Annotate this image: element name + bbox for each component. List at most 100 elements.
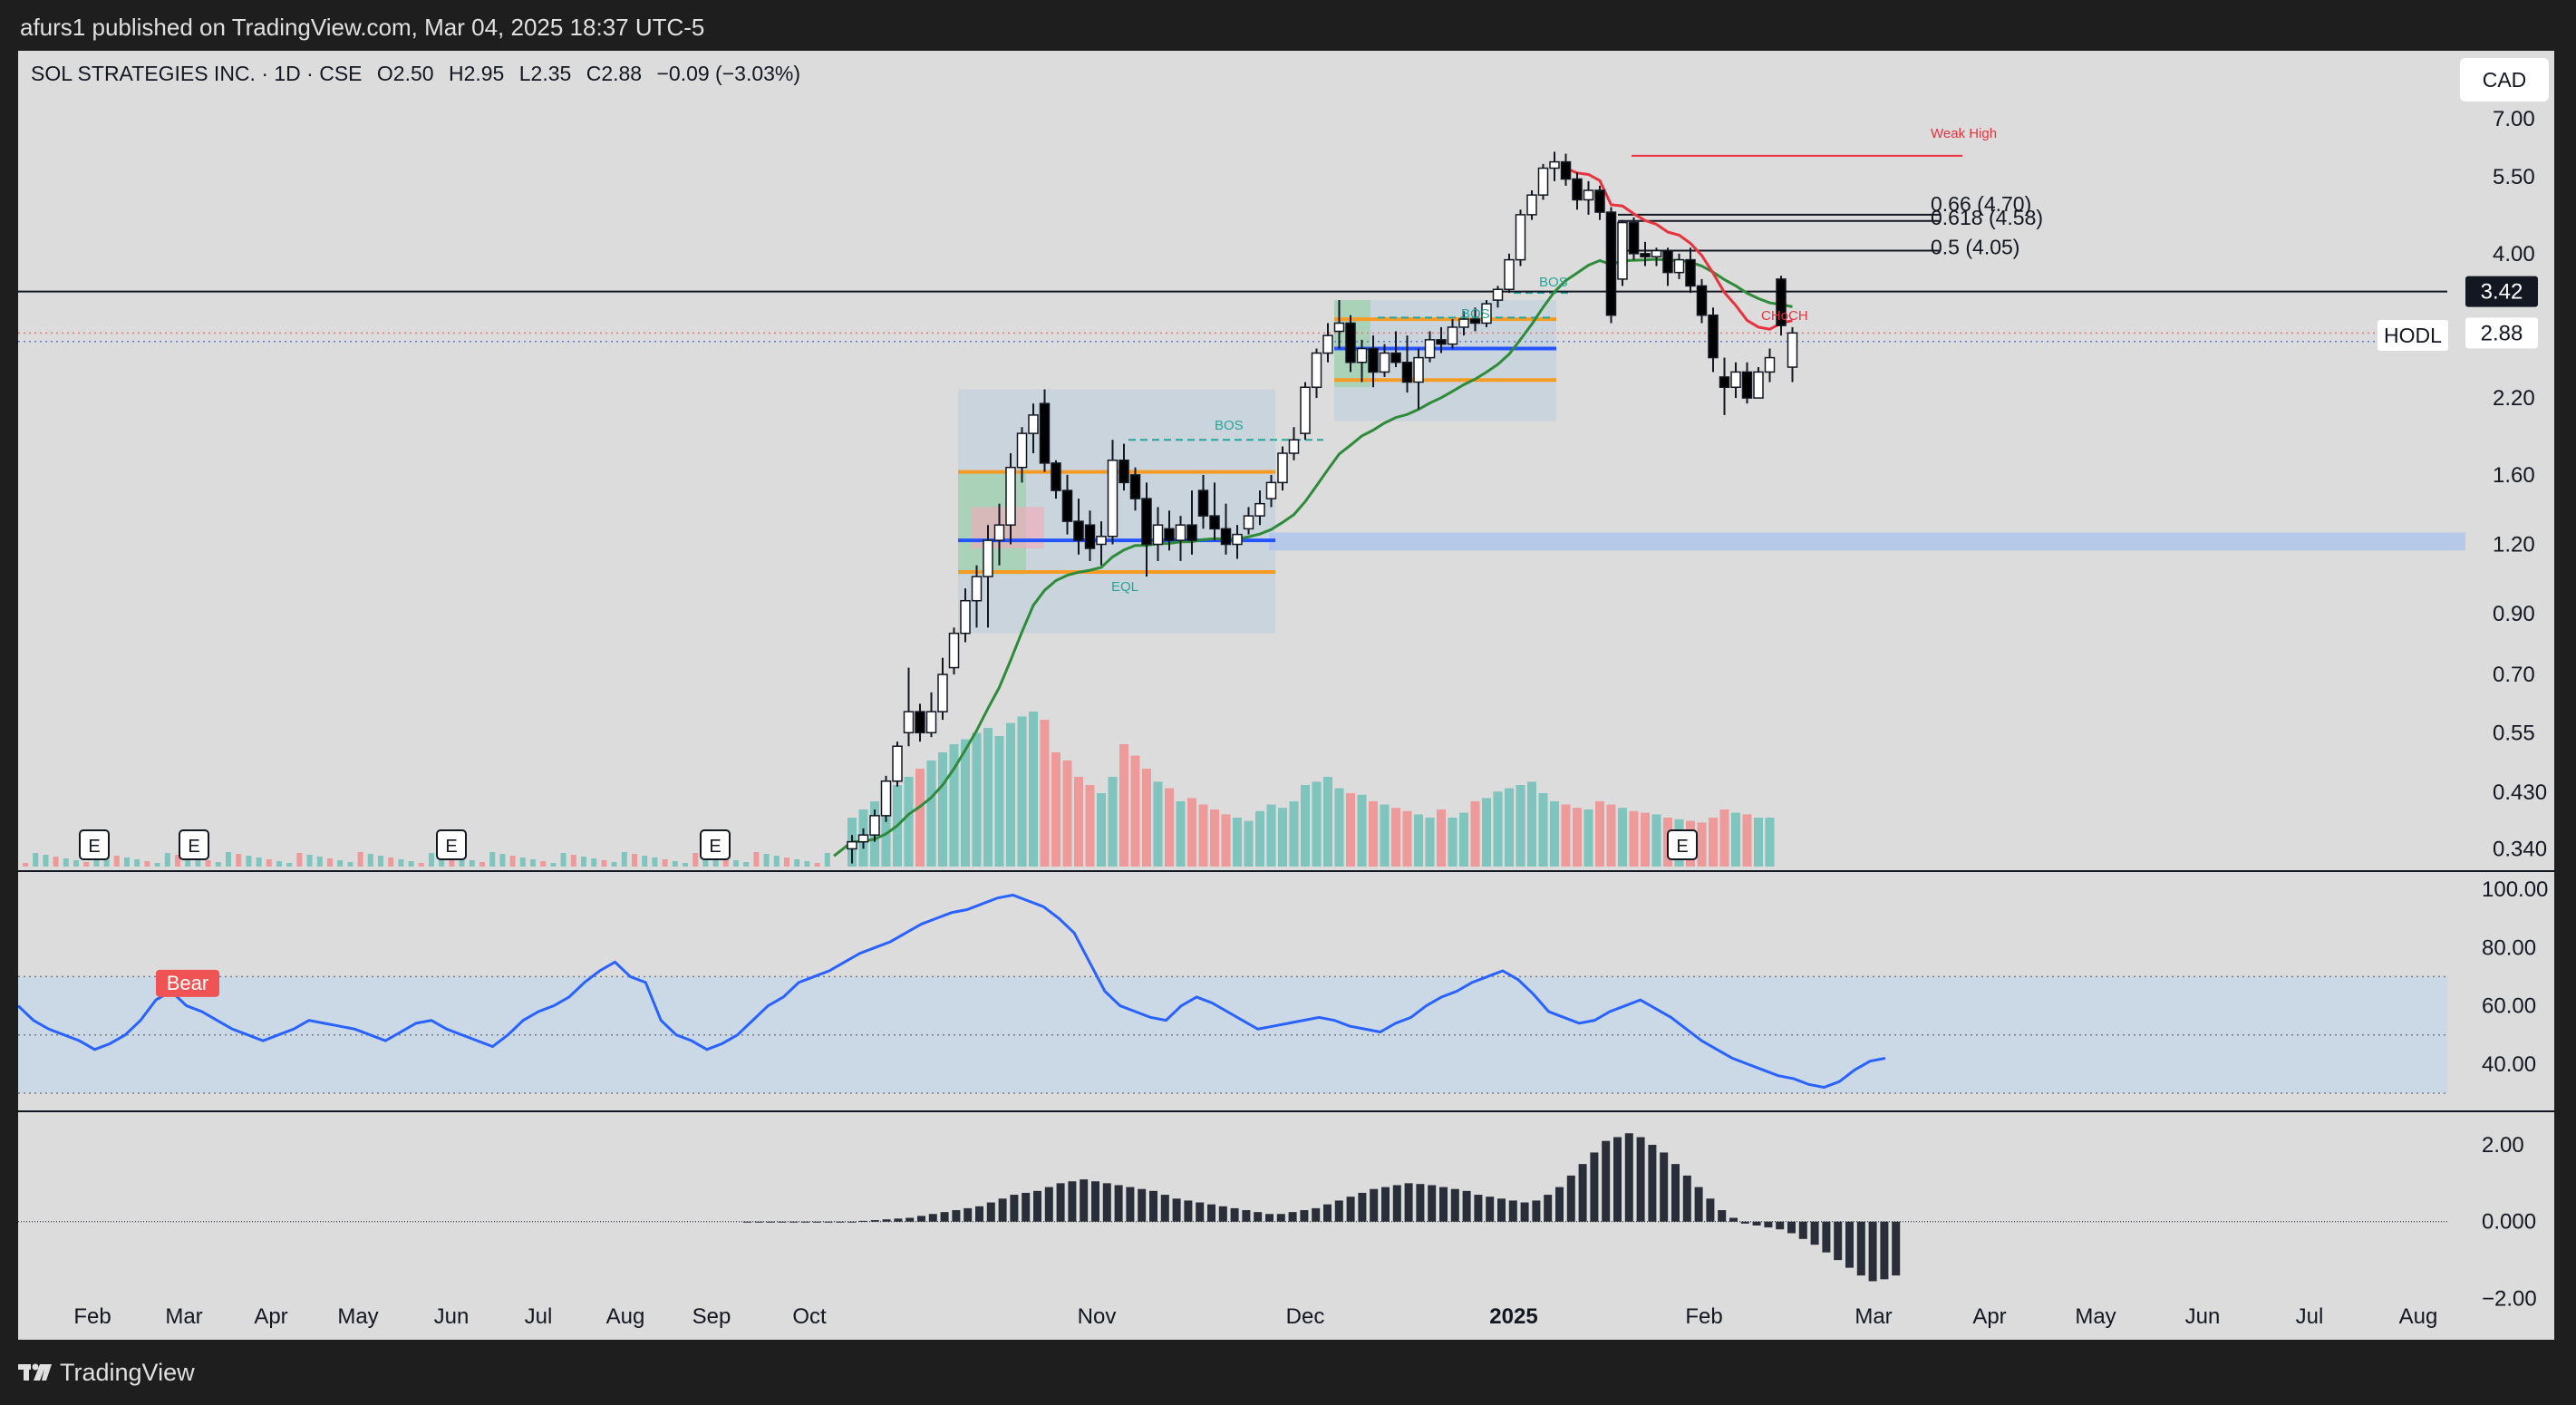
volume-bar xyxy=(185,857,191,867)
volume-bar xyxy=(824,853,830,867)
time-axis-label: Nov xyxy=(1078,1304,1117,1329)
candle-body xyxy=(1005,466,1016,526)
volume-bar xyxy=(733,860,739,867)
histogram-bar xyxy=(1566,1175,1575,1222)
time-axis-label: Aug xyxy=(2399,1304,2438,1329)
tradingview-logo-icon xyxy=(18,1363,52,1381)
candle-body xyxy=(1673,258,1685,274)
price-axis-label: 1.60 xyxy=(2493,463,2535,488)
volume-bar xyxy=(1709,818,1718,867)
bos-label: BOS xyxy=(1461,306,1490,322)
candle-body xyxy=(1708,314,1719,359)
volume-bar xyxy=(972,732,982,867)
volume-bar xyxy=(1459,812,1468,867)
histogram-bar xyxy=(1787,1221,1796,1234)
price-axis-label: 1.20 xyxy=(2493,533,2535,557)
volume-bar xyxy=(642,856,648,867)
volume-bar xyxy=(388,858,394,867)
histogram-bar xyxy=(1544,1195,1553,1222)
histogram-bar xyxy=(1149,1190,1157,1222)
time-axis-label: Mar xyxy=(1855,1304,1892,1329)
candle-body xyxy=(1617,221,1628,280)
candle-body xyxy=(1096,536,1107,546)
volume-bar xyxy=(581,857,586,867)
volume-bar xyxy=(226,852,231,867)
chart-frame[interactable]: 0.66 (4.70) 0.618 (4.58) 0.5 (4.05) Weak Hi… xyxy=(18,51,2554,1340)
candle-body xyxy=(1776,278,1787,326)
bear-signal-label: Bear xyxy=(167,972,208,994)
volume-bar xyxy=(63,858,69,867)
footer-brand-text: TradingView xyxy=(60,1359,195,1386)
time-axis-label: Jun xyxy=(434,1304,470,1329)
candle-body xyxy=(1265,481,1277,499)
histogram-bar xyxy=(1613,1137,1622,1222)
histogram-bar xyxy=(1358,1192,1367,1222)
volume-bar xyxy=(1516,785,1525,867)
volume-bar xyxy=(347,862,353,867)
histogram-bar xyxy=(1462,1190,1471,1222)
histogram-bar xyxy=(1044,1187,1053,1222)
volume-bar xyxy=(276,861,282,867)
volume-bar xyxy=(1323,777,1332,867)
histogram-bar xyxy=(952,1210,961,1222)
histogram-bar xyxy=(894,1218,903,1222)
candle-body xyxy=(1605,211,1617,316)
volume-bar xyxy=(367,854,373,867)
histogram-bar xyxy=(1381,1187,1390,1222)
volume-bar xyxy=(1074,777,1083,867)
candle-body xyxy=(1051,462,1061,491)
histogram-bar xyxy=(1648,1144,1657,1222)
volume-bar xyxy=(1301,785,1310,867)
histogram-bar xyxy=(964,1207,973,1222)
time-axis-label: Apr xyxy=(1972,1304,2006,1329)
price-axis-label: 0.340 xyxy=(2493,837,2547,861)
histogram-bar xyxy=(1056,1183,1065,1222)
price-axis-label: 0.90 xyxy=(2493,602,2535,626)
time-axis-label: Mar xyxy=(165,1304,202,1329)
earnings-marker[interactable] xyxy=(79,829,110,860)
candle-body xyxy=(1730,371,1741,388)
earnings-marker[interactable] xyxy=(700,829,731,860)
tradingview-brand[interactable]: TradingView xyxy=(18,1358,195,1387)
bos-label: BOS xyxy=(1215,418,1244,433)
volume-bar xyxy=(327,858,333,867)
volume-bar xyxy=(949,744,959,867)
candle-body xyxy=(1628,221,1640,255)
volume-bar xyxy=(1561,804,1571,867)
eql-label: EQL xyxy=(1111,579,1138,595)
volume-bar xyxy=(205,860,211,867)
earnings-marker[interactable] xyxy=(1667,829,1698,860)
volume-bar xyxy=(1176,801,1186,867)
price-axis-label: 0.430 xyxy=(2493,780,2547,805)
volume-bar xyxy=(1255,810,1264,867)
candle-body xyxy=(1753,371,1764,399)
histogram-bar xyxy=(1694,1187,1703,1222)
currency-button[interactable]: CAD xyxy=(2460,58,2549,102)
volume-bar xyxy=(1765,818,1775,867)
histogram-bar xyxy=(1230,1207,1239,1222)
volume-bar xyxy=(1697,822,1707,867)
histogram-bar xyxy=(917,1216,925,1222)
earnings-marker[interactable] xyxy=(436,829,467,860)
histogram-bar xyxy=(1428,1185,1437,1222)
volume-bar xyxy=(904,777,914,867)
histogram-bar xyxy=(1706,1198,1715,1222)
earnings-marker[interactable] xyxy=(179,829,209,860)
volume-bar xyxy=(743,862,750,867)
volume-bar xyxy=(418,863,424,867)
volume-bar xyxy=(983,728,993,867)
volume-bar xyxy=(378,856,383,867)
volume-bar xyxy=(256,858,262,867)
chart-canvas[interactable]: 0.66 (4.70)0.618 (4.58) 0.5 (4.05) Weak Hi… xyxy=(18,51,2554,1340)
volume-bar xyxy=(881,793,891,867)
volume-bar xyxy=(286,863,293,867)
candle-body xyxy=(1572,178,1583,201)
candle-body xyxy=(1107,459,1119,538)
volume-bar xyxy=(1731,812,1740,867)
volume-bar xyxy=(1233,818,1242,867)
bear-signal-badge xyxy=(156,969,219,997)
volume-bar xyxy=(1482,798,1491,867)
fib-level-label: 0.66 (4.70) xyxy=(1931,192,2031,216)
volume-bar xyxy=(1583,809,1593,867)
histogram-bar xyxy=(1822,1221,1831,1253)
